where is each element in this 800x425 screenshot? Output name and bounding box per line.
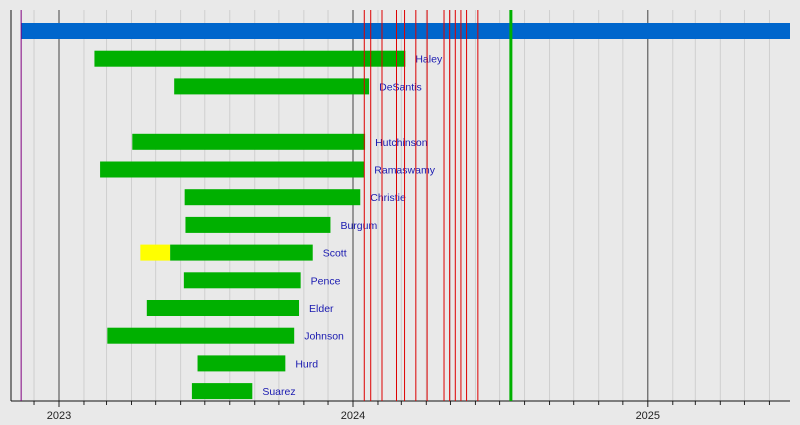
row-label: DeSantis xyxy=(379,81,422,93)
row-label: Burgum xyxy=(340,220,377,232)
row-label: Suarez xyxy=(262,386,295,398)
bar-green xyxy=(184,189,361,206)
row-label: Scott xyxy=(323,248,347,260)
row-haley: Haley xyxy=(94,50,443,67)
row-label: Hurd xyxy=(295,358,318,370)
row-christie: Christie xyxy=(184,189,406,206)
row-pence: Pence xyxy=(183,272,341,289)
row-elder: Elder xyxy=(146,300,334,316)
x-tick-label-2024: 2024 xyxy=(341,410,365,422)
x-tick-label-2025: 2025 xyxy=(636,410,660,422)
row-desantis: DeSantis xyxy=(174,78,422,95)
row-ramaswamy: Ramaswamy xyxy=(100,161,436,178)
row-label: Haley xyxy=(415,54,443,66)
row-scott: Scott xyxy=(140,244,347,261)
bar-green xyxy=(107,327,295,344)
bar-blue xyxy=(21,23,791,39)
row-label: Elder xyxy=(309,303,334,315)
row-row0 xyxy=(21,23,791,39)
bar-green xyxy=(146,300,300,316)
row-label: Christie xyxy=(370,192,406,204)
x-tick-label-2023: 2023 xyxy=(47,410,71,422)
row-label: Hutchinson xyxy=(375,137,428,149)
row-johnson: Johnson xyxy=(107,327,344,344)
row-suarez: Suarez xyxy=(191,383,296,400)
bar-green xyxy=(170,244,313,261)
row-burgum: Burgum xyxy=(185,216,377,233)
bar-green xyxy=(185,216,331,233)
row-label: Pence xyxy=(311,275,341,287)
row-label: Johnson xyxy=(304,331,344,343)
row-hurd: Hurd xyxy=(197,355,318,372)
bar-green xyxy=(197,355,286,372)
bar-green xyxy=(94,50,406,67)
bar-green xyxy=(174,78,370,95)
row-hutchinson: Hutchinson xyxy=(132,133,428,150)
bar-green xyxy=(132,133,366,150)
bar-green xyxy=(183,272,301,289)
bar-green xyxy=(100,161,365,178)
bar-green xyxy=(191,383,253,400)
bar-yellow xyxy=(140,244,171,261)
